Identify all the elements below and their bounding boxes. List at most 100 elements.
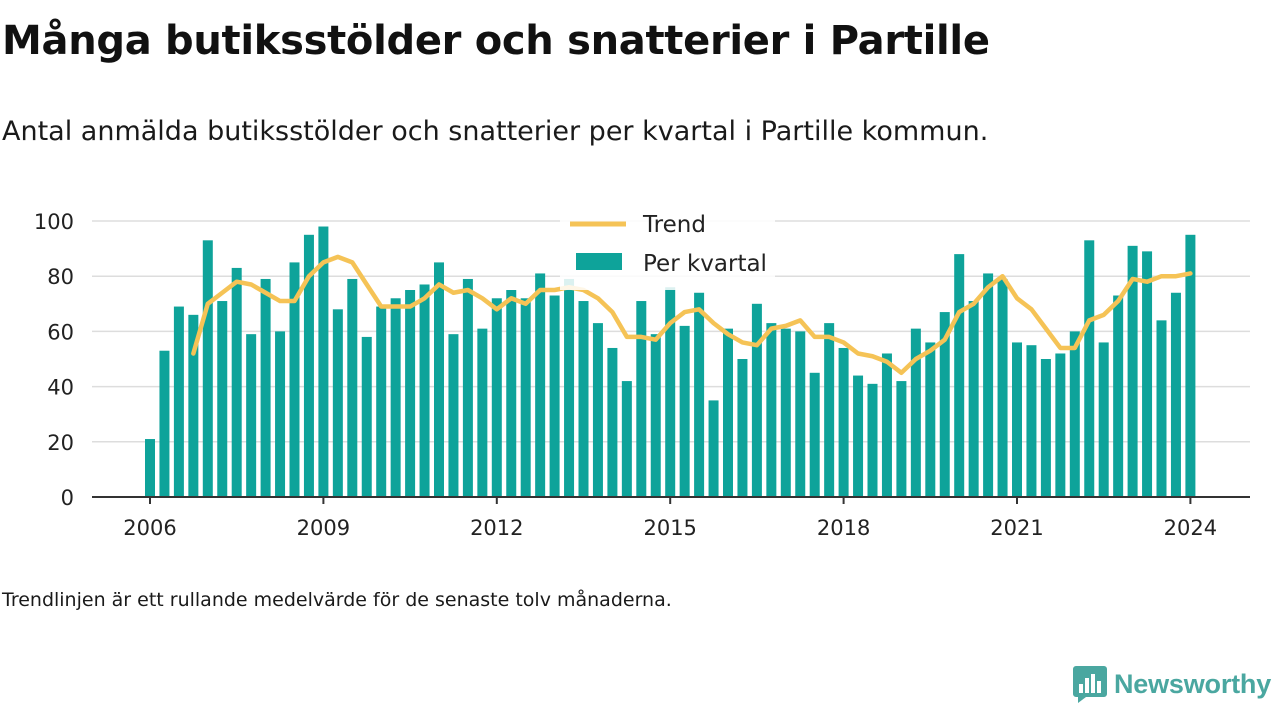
x-tick-label: 2024 bbox=[1164, 516, 1217, 540]
trend-line bbox=[191, 254, 1193, 376]
bar bbox=[881, 353, 892, 497]
brand-name: Newsworthy bbox=[1114, 668, 1272, 699]
bar bbox=[983, 273, 994, 497]
bar bbox=[1055, 353, 1066, 497]
bar-series-per-kvartal bbox=[145, 226, 1196, 498]
bar bbox=[853, 375, 864, 497]
bar bbox=[910, 328, 921, 497]
bar bbox=[968, 301, 979, 497]
bar bbox=[202, 240, 213, 497]
x-tick-label: 2015 bbox=[643, 516, 696, 540]
bar bbox=[477, 328, 488, 497]
bar bbox=[448, 334, 459, 497]
bar bbox=[535, 273, 546, 497]
bar bbox=[896, 381, 907, 497]
bar bbox=[780, 328, 791, 497]
bar bbox=[376, 306, 387, 497]
bar bbox=[679, 325, 690, 497]
bar bbox=[390, 298, 401, 497]
bar bbox=[188, 314, 199, 497]
x-tick-label: 2021 bbox=[990, 516, 1043, 540]
bar bbox=[289, 262, 300, 497]
bar bbox=[737, 359, 748, 497]
y-tick-label: 100 bbox=[34, 210, 74, 234]
bar bbox=[145, 439, 155, 497]
bar bbox=[1113, 295, 1124, 497]
y-tick-label: 80 bbox=[47, 265, 74, 289]
bar bbox=[592, 323, 603, 497]
bar bbox=[1185, 234, 1196, 498]
bar bbox=[1012, 342, 1022, 497]
bar bbox=[260, 278, 271, 497]
bar bbox=[217, 301, 228, 497]
bar bbox=[708, 400, 719, 497]
bar bbox=[766, 323, 777, 497]
bar bbox=[275, 331, 286, 497]
bar bbox=[318, 226, 329, 497]
bar bbox=[434, 262, 444, 497]
bar bbox=[665, 287, 676, 497]
bar bbox=[347, 278, 358, 497]
bar bbox=[1170, 292, 1181, 497]
chart-title: Många butiksstölder och snatterier i Par… bbox=[2, 18, 990, 64]
bar bbox=[564, 278, 575, 497]
bar bbox=[173, 306, 184, 497]
x-tick-label: 2009 bbox=[297, 516, 350, 540]
bar bbox=[925, 342, 936, 497]
footnote: Trendlinjen är ett rullande medelvärde f… bbox=[2, 589, 672, 611]
bar bbox=[303, 234, 314, 498]
chart-subtitle: Antal anmälda butiksstölder och snatteri… bbox=[2, 116, 989, 147]
bar bbox=[520, 298, 531, 497]
y-tick-label: 20 bbox=[47, 431, 74, 455]
bar bbox=[462, 278, 473, 497]
line-series-trend bbox=[191, 254, 1193, 376]
bar bbox=[694, 292, 705, 497]
y-tick-label: 0 bbox=[61, 486, 74, 510]
bar bbox=[723, 328, 733, 497]
bar bbox=[1084, 240, 1095, 497]
bar bbox=[939, 312, 950, 497]
newsworthy-logo-icon bbox=[1073, 666, 1107, 703]
bar bbox=[578, 301, 589, 497]
bar bbox=[1156, 320, 1167, 497]
bar-line-chart: 0 20 40 60 80 100 2006 2009 2012 2015 2018 2021 202… bbox=[34, 210, 1250, 540]
bar bbox=[419, 284, 430, 497]
bar bbox=[1069, 331, 1080, 497]
legend-bar-swatch bbox=[576, 253, 622, 270]
bar bbox=[491, 298, 502, 497]
bar bbox=[867, 383, 878, 497]
bar bbox=[1127, 245, 1138, 497]
x-tick-label: 2006 bbox=[123, 516, 176, 540]
bar bbox=[650, 334, 661, 497]
bar bbox=[824, 323, 835, 497]
bar bbox=[231, 267, 242, 497]
x-tick-label: 2012 bbox=[470, 516, 523, 540]
bar bbox=[636, 301, 647, 497]
bar bbox=[405, 290, 416, 497]
bar bbox=[838, 347, 849, 497]
x-tick-label: 2018 bbox=[817, 516, 870, 540]
bar bbox=[795, 331, 806, 497]
y-tick-label: 40 bbox=[47, 376, 74, 400]
bar bbox=[954, 254, 965, 497]
bar bbox=[621, 381, 632, 497]
bar bbox=[1098, 342, 1109, 497]
x-axis: 2006 2009 2012 2015 2018 2021 2024 bbox=[92, 496, 1250, 540]
bar bbox=[997, 278, 1008, 497]
bar bbox=[159, 350, 170, 497]
bar bbox=[751, 303, 762, 497]
legend-bar-label: Per kvartal bbox=[643, 251, 767, 277]
bar bbox=[361, 336, 372, 497]
bar bbox=[1040, 359, 1051, 497]
bar bbox=[1142, 251, 1153, 497]
bar bbox=[506, 290, 517, 497]
bar bbox=[607, 347, 618, 497]
bar bbox=[246, 334, 257, 497]
y-tick-label: 60 bbox=[47, 320, 74, 344]
bar bbox=[549, 295, 560, 497]
bar bbox=[809, 372, 820, 497]
legend: Trend Per kvartal bbox=[560, 210, 775, 290]
legend-trend-label: Trend bbox=[642, 212, 706, 238]
brand-logo: Newsworthy bbox=[1072, 664, 1271, 704]
bar bbox=[332, 309, 343, 497]
